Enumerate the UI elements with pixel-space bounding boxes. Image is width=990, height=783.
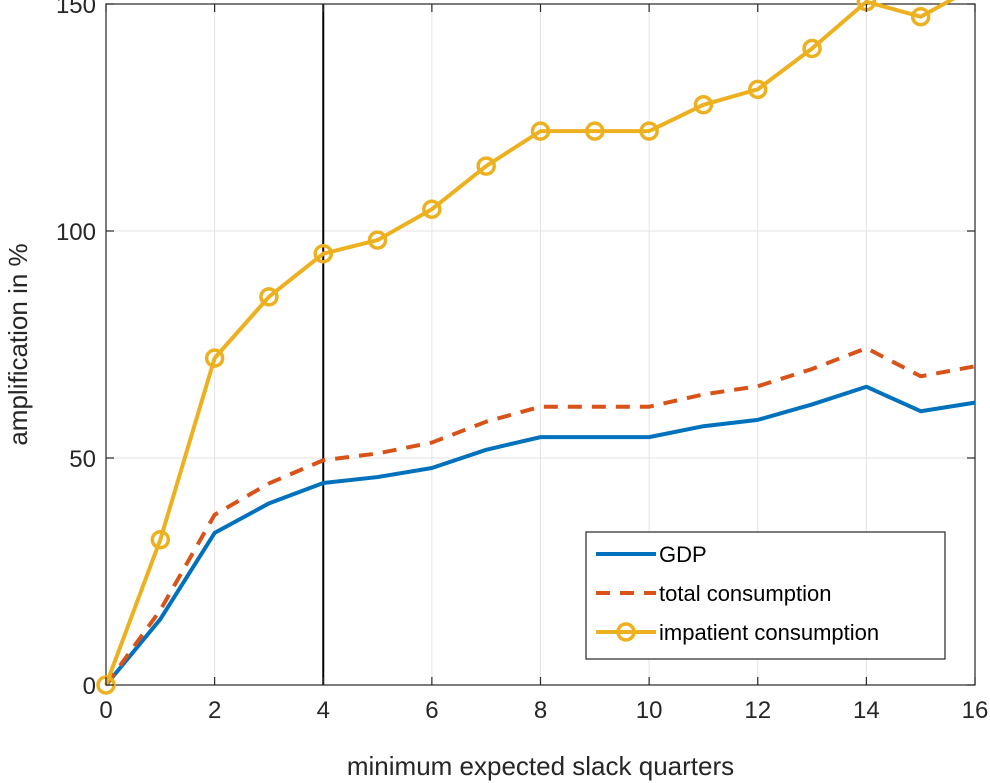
y-tick-label: 50 [69, 446, 96, 473]
x-tick-label: 14 [853, 697, 880, 724]
series-line-total-consumption [104, 346, 976, 687]
x-tick-label: 12 [744, 697, 771, 724]
x-tick-labels: 0 2 4 6 8 10 12 14 16 [99, 697, 988, 724]
x-axis-label: minimum expected slack quarters [347, 751, 734, 781]
data-point-marker [585, 121, 605, 141]
data-point-marker [693, 95, 714, 115]
y-tick-label: 100 [56, 219, 96, 246]
series-line-impatient-consumption [104, 0, 956, 686]
legend-marker [616, 622, 636, 642]
data-point-marker [313, 243, 333, 264]
x-tick-label: 0 [99, 697, 112, 724]
legend-label: GDP [659, 542, 707, 567]
tick-marks [105, 3, 976, 686]
data-point-marker [639, 121, 659, 141]
y-axis-label: amplification in % [3, 243, 33, 445]
y-tick-label: 0 [83, 673, 96, 700]
legend-label: impatient consumption [659, 620, 879, 645]
x-tick-label: 4 [317, 697, 330, 724]
data-point-marker [367, 230, 388, 250]
y-tick-labels: 0 50 100 150 [56, 0, 96, 700]
data-point-marker [476, 156, 496, 176]
series-line-gdp [104, 384, 976, 687]
legend: GDP total consumption impatient consumptio… [585, 531, 946, 660]
x-tick-label: 8 [534, 697, 547, 724]
y-tick-label: 150 [56, 0, 96, 19]
x-tick-label: 10 [636, 697, 663, 724]
legend-label: total consumption [659, 581, 831, 606]
data-point-marker [150, 529, 171, 550]
data-point-marker [910, 6, 931, 27]
x-tick-label: 2 [208, 697, 221, 724]
data-point-marker [748, 79, 768, 100]
x-tick-label: 6 [425, 697, 438, 724]
series-layer [96, 0, 976, 695]
data-point-marker [204, 348, 225, 368]
data-point-marker [530, 121, 551, 141]
x-tick-label: 16 [962, 697, 989, 724]
data-point-marker [422, 199, 442, 219]
data-point-marker [259, 287, 279, 307]
data-point-marker [802, 38, 822, 59]
